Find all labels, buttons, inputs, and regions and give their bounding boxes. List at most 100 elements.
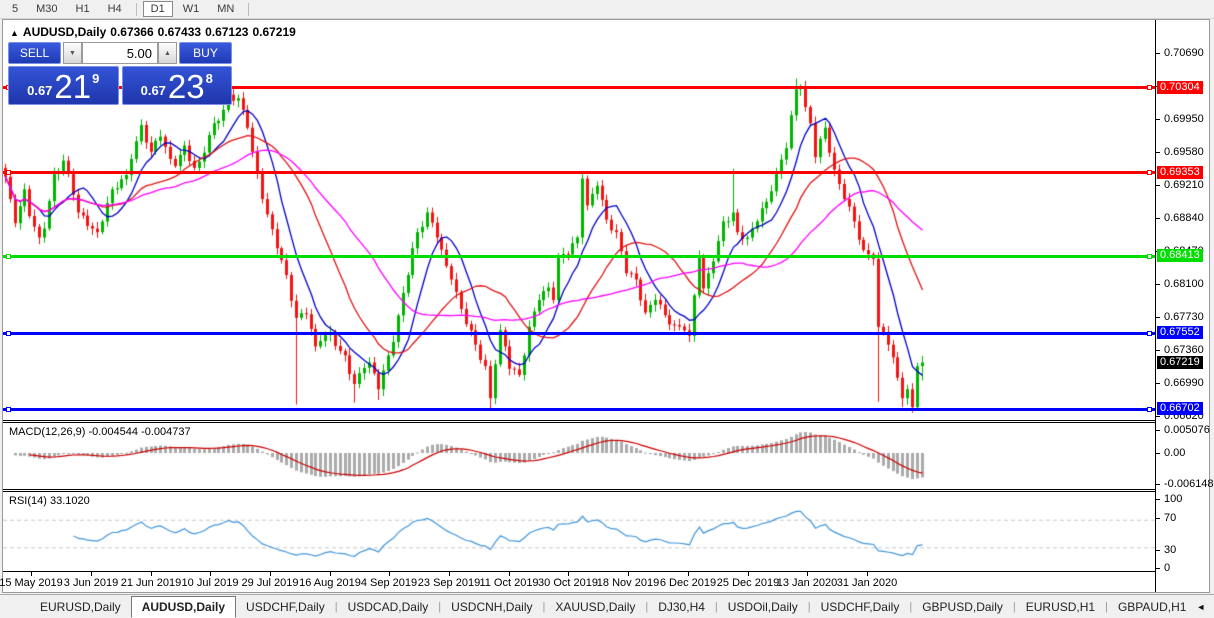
rsi-label: RSI(14) 33.1020 (9, 495, 90, 507)
chart-tab-usdcad-daily[interactable]: USDCAD,Daily (347, 599, 429, 614)
timeframe-button-m30[interactable]: M30 (36, 3, 58, 15)
indicator-tick-label: 0.00 (1164, 447, 1186, 459)
date-axis[interactable]: 15 May 2019 3 Jun 2019 21 Jun 2019 10 Jul 2… (0, 571, 1155, 592)
price-axis[interactable]: 0.706900.703200.699500.695800.692100.688… (1155, 20, 1214, 592)
timeframe-button-5[interactable]: 5 (12, 3, 19, 15)
chart-tab-usdcnh-daily[interactable]: USDCNH,Daily (451, 599, 533, 614)
date-tick-mark (151, 572, 152, 576)
chevron-down-icon: ▼ (69, 49, 76, 57)
sell-price-pip: 9 (92, 71, 100, 86)
timeframe-button-h4[interactable]: H4 (107, 3, 122, 15)
chevron-up-icon: ▲ (164, 49, 171, 57)
indicator-tick-mark (1156, 550, 1160, 551)
chart-tab-eurusd-h1[interactable]: EURUSD,H1 (1025, 599, 1096, 614)
horizontal-level-line[interactable] (3, 171, 1155, 174)
volume-decrease-button[interactable]: ▼ (63, 42, 82, 64)
chart-tab-bar: EURUSD,Daily AUDUSD,Daily USDCHF,Daily | USD… (0, 594, 1214, 618)
tab-separator: | (1105, 600, 1108, 613)
horizontal-level-line[interactable] (3, 408, 1155, 411)
indicator-tick-mark (1156, 430, 1160, 431)
tab-separator: | (438, 600, 442, 613)
scroll-left-icon[interactable]: ◄ (1196, 601, 1206, 612)
timeframe-button-w1[interactable]: W1 (182, 3, 200, 15)
tab-scroll-arrows: ◄ ► (1196, 602, 1214, 612)
chart-tab-dj30-h4[interactable]: DJ30,H4 (658, 599, 705, 614)
chart-tab-gbpusd-daily[interactable]: GBPUSD,Daily (922, 599, 1003, 614)
line-endpoint-handle[interactable] (1147, 254, 1152, 259)
date-tick-label: 31 Jan 2020 (836, 577, 898, 589)
chart-window: ▲ AUDUSD,Daily 0.67366 0.67433 0.67123 0.6721… (0, 19, 1214, 593)
chart-tab-usdchf-daily[interactable]: USDCHF,Daily (820, 599, 900, 614)
price-tick-label: 0.66990 (1164, 377, 1204, 389)
chart-tab-usdchf-daily[interactable]: USDCHF,Daily (246, 599, 325, 614)
price-tick-mark (1156, 218, 1160, 219)
timeframe-toolbar: 5 M30 H1 H4 D1 W1 MN (0, 0, 1214, 19)
panel-divider[interactable] (3, 420, 1155, 423)
price-tick-mark (1156, 350, 1160, 351)
chart-tab-eurusd-daily[interactable]: EURUSD,Daily (40, 599, 121, 614)
date-tick-mark (807, 572, 808, 576)
timeframe-button-d1[interactable]: D1 (142, 1, 173, 17)
sell-price-button[interactable]: 0.67 21 9 (8, 66, 119, 105)
level-price-label: 0.68413 (1157, 249, 1203, 262)
volume-input[interactable]: 5.00 (82, 42, 158, 64)
line-endpoint-handle[interactable] (6, 254, 11, 259)
horizontal-level-line[interactable] (3, 255, 1155, 258)
date-tick-label: 6 Dec 2019 (659, 577, 717, 589)
line-endpoint-handle[interactable] (1147, 407, 1152, 412)
indicator-tick-mark (1156, 568, 1160, 569)
panel-divider[interactable] (3, 489, 1155, 492)
date-tick-mark (210, 572, 211, 576)
rsi-indicator-canvas[interactable] (3, 492, 1155, 571)
macd-indicator-canvas[interactable] (3, 423, 1155, 489)
date-tick-label: 4 Sep 2019 (360, 577, 418, 589)
timeframe-button-mn[interactable]: MN (217, 3, 235, 15)
toolbar-separator (248, 2, 250, 16)
chart-tab-audusd-daily[interactable]: AUDUSD,Daily (130, 595, 237, 618)
date-tick-label: 18 Nov 2019 (596, 577, 660, 589)
date-tick-label: 29 Jul 2019 (241, 577, 299, 589)
line-endpoint-handle[interactable] (6, 170, 11, 175)
sell-price-main: 21 (54, 68, 92, 105)
timeframe-button-h1[interactable]: H1 (75, 3, 90, 15)
tabs-container: EURUSD,Daily AUDUSD,Daily USDCHF,Daily | USD… (30, 595, 1196, 618)
tab-separator: | (807, 600, 811, 613)
line-endpoint-handle[interactable] (1147, 331, 1152, 336)
date-tick-mark (389, 572, 390, 576)
chart-tab-usdoil-daily[interactable]: USDOil,Daily (727, 599, 798, 614)
line-endpoint-handle[interactable] (6, 331, 11, 336)
chart-title: ▲ AUDUSD,Daily 0.67366 0.67433 0.67123 0.6721… (10, 25, 300, 39)
chart-tab-xauusd-daily[interactable]: XAUUSD,Daily (555, 599, 636, 614)
price-tick-label: 0.68840 (1164, 212, 1204, 224)
date-tick-mark (688, 572, 689, 576)
price-tick-mark (1156, 119, 1160, 120)
tab-separator: | (334, 600, 338, 613)
chart-tab-gbpaud-h1[interactable]: GBPAUD,H1 (1117, 599, 1187, 614)
one-click-trading-panel: SELL ▼ 5.00 ▲ BUY 0.67 21 9 0.67 23 8 (8, 42, 232, 105)
line-endpoint-handle[interactable] (1147, 170, 1152, 175)
price-tick-label: 0.68100 (1164, 278, 1204, 290)
price-tick-mark (1156, 185, 1160, 186)
indicator-tick-label: -0.006148 (1164, 478, 1214, 490)
horizontal-level-line[interactable] (3, 86, 1155, 89)
indicator-tick-mark (1156, 518, 1160, 519)
date-tick-mark (91, 572, 92, 576)
date-tick-label: 10 Jul 2019 (181, 577, 239, 589)
date-tick-mark (867, 572, 868, 576)
sell-button[interactable]: SELL (8, 42, 61, 64)
buy-price-pip: 8 (205, 71, 213, 86)
date-tick-label: 15 May 2019 (0, 577, 63, 589)
date-tick-label: 21 Jun 2019 (120, 577, 182, 589)
horizontal-level-line[interactable] (3, 332, 1155, 335)
tab-separator: | (645, 600, 649, 613)
buy-price-button[interactable]: 0.67 23 8 (121, 66, 232, 105)
volume-increase-button[interactable]: ▲ (158, 42, 177, 64)
tab-separator: | (909, 600, 913, 613)
price-tick-label: 0.70690 (1164, 47, 1204, 59)
buy-price-main: 23 (167, 68, 205, 105)
date-tick-mark (31, 572, 32, 576)
line-endpoint-handle[interactable] (1147, 85, 1152, 90)
buy-button[interactable]: BUY (179, 42, 232, 64)
line-endpoint-handle[interactable] (6, 407, 11, 412)
price-tick-mark (1156, 317, 1160, 318)
